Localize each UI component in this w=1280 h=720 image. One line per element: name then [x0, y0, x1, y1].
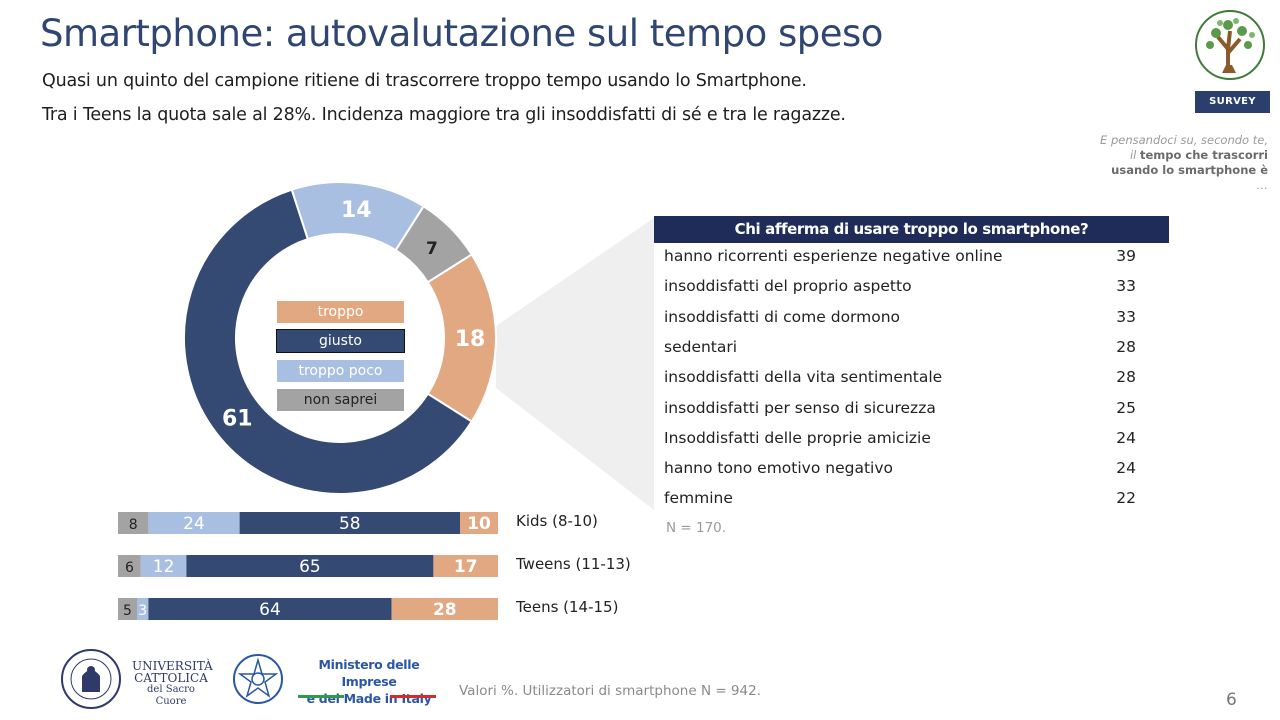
table-row-value: 24 — [1116, 428, 1136, 447]
bar-value-giusto-2: 64 — [259, 600, 281, 620]
table-row-value: 22 — [1116, 489, 1136, 508]
mimit-line-2: e del Made in Italy — [306, 691, 432, 706]
table-row: insoddisfatti della vita sentimentale 28 — [664, 368, 1136, 390]
table-row-label: femmine — [664, 489, 733, 508]
subtitle-line-2: Tra i Teens la quota sale al 28%. Incide… — [42, 105, 846, 125]
legend-giusto: giusto — [276, 329, 405, 353]
bar-seg-troppo-poco-0 — [148, 512, 240, 534]
italy-emblem-logo — [233, 654, 283, 704]
bar-seg-non-saprei-1 — [118, 555, 141, 577]
bar-value-troppo-2: 28 — [433, 600, 457, 620]
table-row-value: 33 — [1116, 307, 1136, 326]
bar-seg-troppo-poco-1 — [140, 555, 187, 577]
table-row: insoddisfatti di come dormono 33 — [664, 308, 1136, 330]
table-row-label: hanno ricorrenti esperienze negative onl… — [664, 247, 1003, 265]
table-note: N = 170. — [666, 520, 727, 536]
bar-value-giusto-1: 65 — [299, 557, 321, 577]
table-row-value: 39 — [1116, 247, 1136, 265]
table-row-label: insoddisfatti del proprio aspetto — [664, 277, 912, 296]
table-row: sedentari 28 — [664, 338, 1136, 360]
bar-label-tweens: Tweens (11-13) — [516, 555, 631, 573]
mimit-line-1: Ministero delle Imprese — [318, 657, 420, 689]
page-number: 6 — [1226, 690, 1237, 710]
table-row-value: 33 — [1116, 277, 1136, 296]
bar-seg-troppo-poco-2 — [137, 598, 149, 620]
donut-label-troppo-poco: 14 — [341, 198, 372, 223]
table-row-value: 28 — [1116, 337, 1136, 356]
bar-seg-troppo-0 — [460, 512, 498, 534]
table-row-label: insoddisfatti di come dormono — [664, 307, 901, 326]
ucsc-seal-logo — [61, 649, 121, 709]
bar-seg-non-saprei-2 — [118, 598, 137, 620]
survey-tree-logo — [1195, 10, 1265, 80]
bar-value-troppo-0: 10 — [467, 514, 491, 534]
table-row-label: hanno tono emotivo negativo — [664, 459, 893, 478]
ucsc-line-3: del Sacro Cuore — [147, 684, 195, 707]
table-row-value: 25 — [1116, 398, 1136, 417]
ucsc-line-1: UNIVERSITÀ — [132, 659, 213, 673]
ucsc-line-2: CATTOLICA — [134, 671, 208, 685]
survey-badge: SURVEY — [1195, 91, 1270, 113]
table-row: femmine 22 — [664, 489, 1136, 511]
table-row: hanno ricorrenti esperienze negative onl… — [664, 247, 1136, 269]
donut-label-non-saprei: 7 — [426, 239, 438, 259]
bar-value-troppo-1: 17 — [454, 557, 478, 577]
footnote: Valori %. Utilizzatori di smartphone N =… — [459, 683, 761, 699]
question-text: E pensandoci su, secondo te, il tempo ch… — [1098, 133, 1268, 193]
table-row-value: 28 — [1116, 368, 1136, 387]
mimit-wordmark: Ministero delle Imprese e del Made in It… — [296, 656, 442, 707]
legend-troppo-poco: troppo poco — [277, 360, 404, 382]
bar-value-non-saprei-2: 5 — [123, 603, 132, 619]
bar-value-giusto-0: 58 — [339, 514, 361, 534]
table-header: Chi afferma di usare troppo lo smartphon… — [654, 216, 1169, 243]
bar-seg-non-saprei-0 — [118, 512, 149, 534]
bar-value-troppo-poco-1: 12 — [153, 557, 175, 577]
bar-label-teens: Teens (14-15) — [516, 598, 619, 616]
table-row-label: Insoddisfatti delle proprie amicizie — [664, 428, 931, 447]
legend-non-saprei: non saprei — [277, 389, 404, 411]
question-suffix: … — [1256, 178, 1269, 192]
flag-green-line — [298, 695, 344, 698]
bar-value-non-saprei-1: 6 — [125, 560, 134, 576]
donut-slice-non-saprei — [394, 204, 474, 284]
bar-label-kids: Kids (8-10) — [516, 512, 598, 530]
subtitle-line-1: Quasi un quinto del campione ritiene di … — [42, 71, 807, 91]
legend-troppo: troppo — [277, 301, 404, 323]
page-title: Smartphone: autovalutazione sul tempo sp… — [40, 12, 883, 55]
donut-slice-giusto — [183, 188, 474, 495]
question-bold: tempo che trascorri usando lo smartphone… — [1111, 148, 1268, 177]
table-row: insoddisfatti per senso di sicurezza 25 — [664, 399, 1136, 421]
table-row: insoddisfatti del proprio aspetto 33 — [664, 277, 1136, 299]
bar-seg-troppo-1 — [433, 555, 498, 577]
table-row-value: 24 — [1116, 459, 1136, 478]
bar-seg-giusto-2 — [148, 598, 392, 620]
bar-value-troppo-poco-2: 3 — [138, 603, 147, 619]
table-row-label: sedentari — [664, 337, 738, 356]
donut-label-troppo: 18 — [455, 327, 486, 352]
question-prefix: E pensandoci su, secondo te, il — [1100, 133, 1268, 162]
bar-seg-giusto-0 — [239, 512, 460, 534]
bar-value-troppo-poco-0: 24 — [183, 514, 205, 534]
table-row: hanno tono emotivo negativo 24 — [664, 459, 1136, 481]
bar-value-non-saprei-0: 8 — [129, 517, 138, 533]
table-row-label: insoddisfatti della vita sentimentale — [664, 368, 943, 387]
table-row-label: insoddisfatti per senso di sicurezza — [664, 398, 936, 417]
bar-seg-giusto-1 — [186, 555, 434, 577]
stacked-bar-chart: 8 24 58 10 6 12 65 17 5 3 64 28 — [118, 512, 498, 620]
bar-seg-troppo-2 — [391, 598, 498, 620]
donut-label-giusto: 61 — [222, 407, 253, 432]
donut-chart: 18 61 14 7 — [183, 181, 497, 495]
table-row: Insoddisfatti delle proprie amicizie 24 — [664, 429, 1136, 451]
ucsc-wordmark: UNIVERSITÀ CATTOLICA del Sacro Cuore — [132, 659, 213, 708]
flag-red-line — [390, 695, 436, 698]
